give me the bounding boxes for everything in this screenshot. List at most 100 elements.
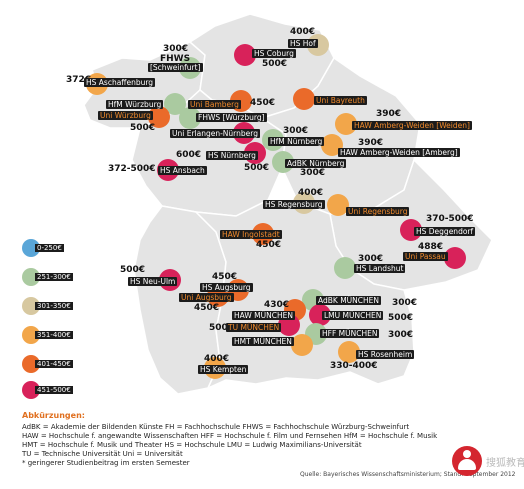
legend-item: 301-350€ (22, 297, 102, 315)
dot-uni-bayreuth (293, 88, 315, 110)
legend-label: 0-250€ (35, 244, 64, 252)
dot-fhws-wuerzburg (179, 107, 201, 129)
dot-hmt-muenchen (291, 334, 313, 356)
institution-label: HS Hof (288, 39, 318, 48)
legend-swatch (22, 326, 40, 344)
dot-uni-regensburg (327, 194, 349, 216)
institution-label: FHWS [Würzburg] (196, 113, 267, 122)
legend-label: 451-500€ (35, 386, 73, 394)
dot-hs-rosenheim (338, 341, 360, 363)
institution-label: HMT MÜNCHEN (232, 337, 294, 346)
institution-label: Uni Augsburg (179, 293, 234, 302)
institution-label: Uni Regensburg (346, 207, 410, 216)
legend-swatch (22, 297, 40, 315)
fee-label: 450€ (250, 98, 276, 108)
fee-label: 500€ (262, 59, 288, 69)
fee-label: 400€ (204, 354, 230, 364)
institution-label: AdBK MÜNCHEN (316, 296, 382, 305)
dot-uni-wuerzburg (148, 106, 170, 128)
abbreviations-title: Abkürzungen: (22, 411, 85, 420)
abbreviation-line: HMT = Hochschule f. Musik und Theater HS… (22, 441, 362, 449)
institution-label: [Schweinfurt] (148, 63, 203, 72)
institution-label: Uni Würzburg (98, 111, 153, 120)
legend-swatch (22, 268, 40, 286)
fee-label: 300€ (163, 44, 189, 54)
legend-swatch (22, 239, 40, 257)
fee-label: 450€ (212, 272, 238, 282)
fee-label: 300€ (388, 330, 414, 340)
legend-item: 451-500€ (22, 381, 102, 399)
fee-label: 372-500€ (108, 164, 156, 174)
legend-item: 251-300€ (22, 268, 102, 286)
dot-uni-passau (444, 247, 466, 269)
institution-label: Uni Bayreuth (314, 96, 367, 105)
fee-label: 372€ (66, 75, 92, 85)
legend-label: 251-300€ (35, 273, 73, 281)
institution-label: HS Coburg (252, 49, 296, 58)
institution-label: HS Aschaffenburg (84, 78, 156, 87)
fee-label: 500€ (388, 313, 414, 323)
institution-label: HAW Ingolstadt (220, 230, 282, 239)
source-note: Quelle: Bayerisches Wissenschaftsministe… (300, 471, 516, 478)
institution-label: HS Ansbach (158, 166, 207, 175)
fee-label: 488€ (418, 242, 444, 252)
watermark: 搜狐教育 (452, 446, 524, 478)
dot-hs-coburg (234, 44, 256, 66)
institution-label: Uni Bamberg (188, 100, 241, 109)
legend-item: 351-400€ (22, 326, 102, 344)
institution-label: HS Deggendorf (414, 227, 476, 236)
institution-label: Uni Erlangen-Nürnberg (170, 129, 260, 138)
institution-label: HAW Amberg-Weiden [Weiden] (352, 121, 472, 130)
legend-swatch (22, 355, 40, 373)
fee-label: 370-500€ (426, 214, 474, 224)
sohu-education-logo-icon (452, 446, 482, 476)
fee-label: 390€ (358, 138, 384, 148)
institution-label: Uni Passau (403, 252, 448, 261)
dot-lmu-muenchen (309, 304, 331, 326)
fee-label: 500€ (120, 265, 146, 275)
institution-label: TU MÜNCHEN (226, 323, 282, 332)
legend-swatch (22, 381, 40, 399)
fee-label: 430€ (264, 300, 290, 310)
dot-haw-weiden (335, 113, 357, 135)
fee-label: 300€ (283, 126, 309, 136)
legend-label: 401-450€ (35, 360, 73, 368)
institution-label: HS Nürnberg (206, 151, 258, 160)
legend-item: 401-450€ (22, 355, 102, 373)
dot-hfm-wuerzburg (164, 93, 186, 115)
institution-label: HS Augsburg (200, 283, 253, 292)
institution-label: HS Regensburg (263, 200, 325, 209)
institution-label: LMU MÜNCHEN (322, 311, 384, 320)
fee-label: 400€ (290, 27, 316, 37)
institution-label: AdBK Nürnberg (285, 159, 347, 168)
legend-item: 0-250€ (22, 239, 102, 257)
institution-label: HS Rosenheim (356, 350, 415, 359)
fee-label: 500€ (209, 323, 235, 333)
institution-label: HFF MÜNCHEN (320, 329, 380, 338)
fee-label: 450€ (194, 303, 220, 313)
fee-label: 330-400€ (330, 361, 378, 371)
fee-label: 300€ (358, 254, 384, 264)
institution-label: HfM Würzburg (106, 100, 164, 109)
fee-label: 500€ (244, 163, 270, 173)
abbreviation-line: * geringerer Studienbeitrag im ersten Se… (22, 459, 190, 467)
fee-label: 450€ (256, 240, 282, 250)
watermark-text: 搜狐教育 (486, 458, 524, 469)
institution-label: HS Landshut (354, 264, 406, 273)
fee-label: 300€ (392, 298, 418, 308)
fee-label: FHWS (160, 54, 191, 64)
legend-label: 301-350€ (35, 302, 73, 310)
dot-haw-amberg (321, 134, 343, 156)
dot-hs-landshut (334, 257, 356, 279)
abbreviation-line: HAW = Hochschule f. angewandte Wissensch… (22, 432, 438, 440)
institution-label: HS Neu-Ulm (128, 277, 178, 286)
institution-label: HS Kempten (198, 365, 249, 374)
institution-label: HAW Amberg-Weiden [Amberg] (338, 148, 460, 157)
institution-label: HAW MÜNCHEN (232, 311, 295, 320)
fee-label: 600€ (176, 150, 202, 160)
fee-label: 500€ (130, 123, 156, 133)
institution-label: HfM Nürnberg (268, 137, 325, 146)
fee-label: 390€ (376, 109, 402, 119)
abbreviation-line: AdBK = Akademie der Bildenden Künste FH … (22, 423, 410, 431)
fee-label: 300€ (300, 168, 326, 178)
